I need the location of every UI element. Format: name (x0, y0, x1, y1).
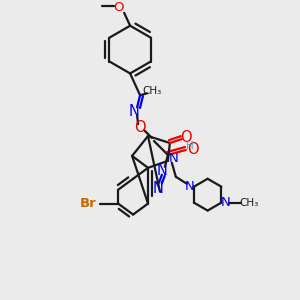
Text: Br: Br (80, 197, 97, 210)
Text: N: N (185, 180, 195, 193)
Text: N: N (169, 152, 179, 165)
Text: O: O (113, 1, 124, 14)
Text: CH₃: CH₃ (240, 198, 259, 208)
Text: N: N (157, 163, 167, 178)
Text: O: O (180, 130, 192, 145)
Text: H: H (186, 141, 194, 151)
Text: O: O (134, 120, 146, 135)
Text: N: N (152, 181, 164, 196)
Text: N: N (129, 104, 140, 119)
Text: N: N (220, 196, 230, 209)
Text: O: O (187, 142, 199, 158)
Text: CH₃: CH₃ (142, 86, 162, 96)
